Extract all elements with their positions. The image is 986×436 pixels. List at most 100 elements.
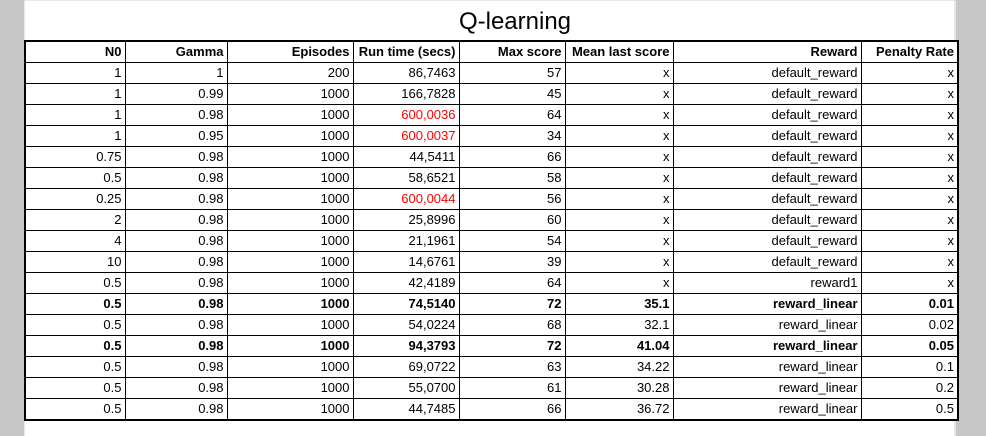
- cell-gamma[interactable]: 0.95: [124, 125, 228, 147]
- header-episodes[interactable]: Episodes: [226, 40, 354, 63]
- cell-max-score[interactable]: 66: [458, 146, 566, 168]
- cell-mean-last-score[interactable]: 41.04: [564, 335, 674, 357]
- cell-n0[interactable]: 0.75: [24, 146, 126, 168]
- cell-gamma[interactable]: 0.98: [124, 398, 228, 421]
- cell-episodes[interactable]: 1000: [226, 377, 354, 399]
- header-max-score[interactable]: Max score: [458, 40, 566, 63]
- cell-gamma[interactable]: 0.98: [124, 272, 228, 294]
- cell-gamma[interactable]: 0.98: [124, 104, 228, 126]
- cell-episodes[interactable]: 1000: [226, 83, 354, 105]
- cell-n0[interactable]: 1: [24, 62, 126, 84]
- cell-mean-last-score[interactable]: x: [564, 62, 674, 84]
- cell-reward[interactable]: reward_linear: [672, 377, 862, 399]
- cell-n0[interactable]: 0.5: [24, 272, 126, 294]
- cell-mean-last-score[interactable]: x: [564, 125, 674, 147]
- cell-run-time[interactable]: 600,0037: [352, 125, 460, 147]
- header-gamma[interactable]: Gamma: [124, 40, 228, 63]
- cell-penalty-rate[interactable]: x: [860, 125, 959, 147]
- cell-max-score[interactable]: 63: [458, 356, 566, 378]
- cell-gamma[interactable]: 0.98: [124, 188, 228, 210]
- cell-n0[interactable]: 10: [24, 251, 126, 273]
- cell-episodes[interactable]: 1000: [226, 104, 354, 126]
- cell-episodes[interactable]: 1000: [226, 272, 354, 294]
- cell-mean-last-score[interactable]: x: [564, 104, 674, 126]
- cell-mean-last-score[interactable]: x: [564, 209, 674, 231]
- cell-run-time[interactable]: 44,7485: [352, 398, 460, 421]
- cell-penalty-rate[interactable]: x: [860, 272, 959, 294]
- cell-penalty-rate[interactable]: x: [860, 188, 959, 210]
- cell-run-time[interactable]: 14,6761: [352, 251, 460, 273]
- cell-reward[interactable]: default_reward: [672, 251, 862, 273]
- header-run-time[interactable]: Run time (secs): [352, 40, 460, 63]
- cell-episodes[interactable]: 1000: [226, 125, 354, 147]
- header-penalty-rate[interactable]: Penalty Rate: [860, 40, 959, 63]
- cell-max-score[interactable]: 56: [458, 188, 566, 210]
- cell-n0[interactable]: 1: [24, 104, 126, 126]
- cell-penalty-rate[interactable]: x: [860, 251, 959, 273]
- cell-n0[interactable]: 0.5: [24, 398, 126, 421]
- cell-reward[interactable]: default_reward: [672, 188, 862, 210]
- cell-gamma[interactable]: 0.98: [124, 209, 228, 231]
- cell-gamma[interactable]: 0.98: [124, 146, 228, 168]
- cell-penalty-rate[interactable]: 0.02: [860, 314, 959, 336]
- cell-reward[interactable]: default_reward: [672, 83, 862, 105]
- cell-max-score[interactable]: 57: [458, 62, 566, 84]
- cell-reward[interactable]: default_reward: [672, 230, 862, 252]
- cell-n0[interactable]: 1: [24, 83, 126, 105]
- cell-max-score[interactable]: 60: [458, 209, 566, 231]
- cell-mean-last-score[interactable]: x: [564, 272, 674, 294]
- cell-max-score[interactable]: 64: [458, 272, 566, 294]
- cell-max-score[interactable]: 66: [458, 398, 566, 421]
- cell-episodes[interactable]: 1000: [226, 188, 354, 210]
- cell-penalty-rate[interactable]: 0.05: [860, 335, 959, 357]
- cell-penalty-rate[interactable]: 0.1: [860, 356, 959, 378]
- cell-max-score[interactable]: 45: [458, 83, 566, 105]
- cell-max-score[interactable]: 68: [458, 314, 566, 336]
- cell-penalty-rate[interactable]: x: [860, 146, 959, 168]
- cell-mean-last-score[interactable]: x: [564, 251, 674, 273]
- cell-gamma[interactable]: 0.98: [124, 167, 228, 189]
- header-n0[interactable]: N0: [24, 40, 126, 63]
- cell-reward[interactable]: reward1: [672, 272, 862, 294]
- cell-penalty-rate[interactable]: 0.2: [860, 377, 959, 399]
- cell-mean-last-score[interactable]: x: [564, 230, 674, 252]
- cell-run-time[interactable]: 74,5140: [352, 293, 460, 315]
- cell-run-time[interactable]: 55,0700: [352, 377, 460, 399]
- cell-max-score[interactable]: 72: [458, 335, 566, 357]
- cell-episodes[interactable]: 1000: [226, 335, 354, 357]
- cell-reward[interactable]: default_reward: [672, 209, 862, 231]
- cell-max-score[interactable]: 34: [458, 125, 566, 147]
- cell-penalty-rate[interactable]: x: [860, 62, 959, 84]
- cell-gamma[interactable]: 0.98: [124, 377, 228, 399]
- cell-n0[interactable]: 4: [24, 230, 126, 252]
- cell-mean-last-score[interactable]: 30.28: [564, 377, 674, 399]
- cell-gamma[interactable]: 0.98: [124, 314, 228, 336]
- cell-episodes[interactable]: 1000: [226, 356, 354, 378]
- cell-reward[interactable]: reward_linear: [672, 398, 862, 421]
- cell-reward[interactable]: default_reward: [672, 104, 862, 126]
- cell-gamma[interactable]: 1: [124, 62, 228, 84]
- cell-n0[interactable]: 0.5: [24, 377, 126, 399]
- cell-run-time[interactable]: 600,0044: [352, 188, 460, 210]
- cell-n0[interactable]: 0.5: [24, 314, 126, 336]
- cell-gamma[interactable]: 0.98: [124, 230, 228, 252]
- cell-penalty-rate[interactable]: 0.5: [860, 398, 959, 421]
- cell-n0[interactable]: 0.5: [24, 356, 126, 378]
- cell-gamma[interactable]: 0.98: [124, 356, 228, 378]
- cell-run-time[interactable]: 58,6521: [352, 167, 460, 189]
- cell-episodes[interactable]: 1000: [226, 230, 354, 252]
- cell-mean-last-score[interactable]: x: [564, 188, 674, 210]
- cell-episodes[interactable]: 200: [226, 62, 354, 84]
- cell-reward[interactable]: reward_linear: [672, 314, 862, 336]
- cell-penalty-rate[interactable]: 0.01: [860, 293, 959, 315]
- cell-run-time[interactable]: 600,0036: [352, 104, 460, 126]
- cell-n0[interactable]: 0.5: [24, 293, 126, 315]
- cell-penalty-rate[interactable]: x: [860, 104, 959, 126]
- cell-episodes[interactable]: 1000: [226, 314, 354, 336]
- header-reward[interactable]: Reward: [672, 40, 862, 63]
- cell-max-score[interactable]: 72: [458, 293, 566, 315]
- cell-reward[interactable]: default_reward: [672, 125, 862, 147]
- cell-max-score[interactable]: 54: [458, 230, 566, 252]
- cell-run-time[interactable]: 94,3793: [352, 335, 460, 357]
- cell-max-score[interactable]: 61: [458, 377, 566, 399]
